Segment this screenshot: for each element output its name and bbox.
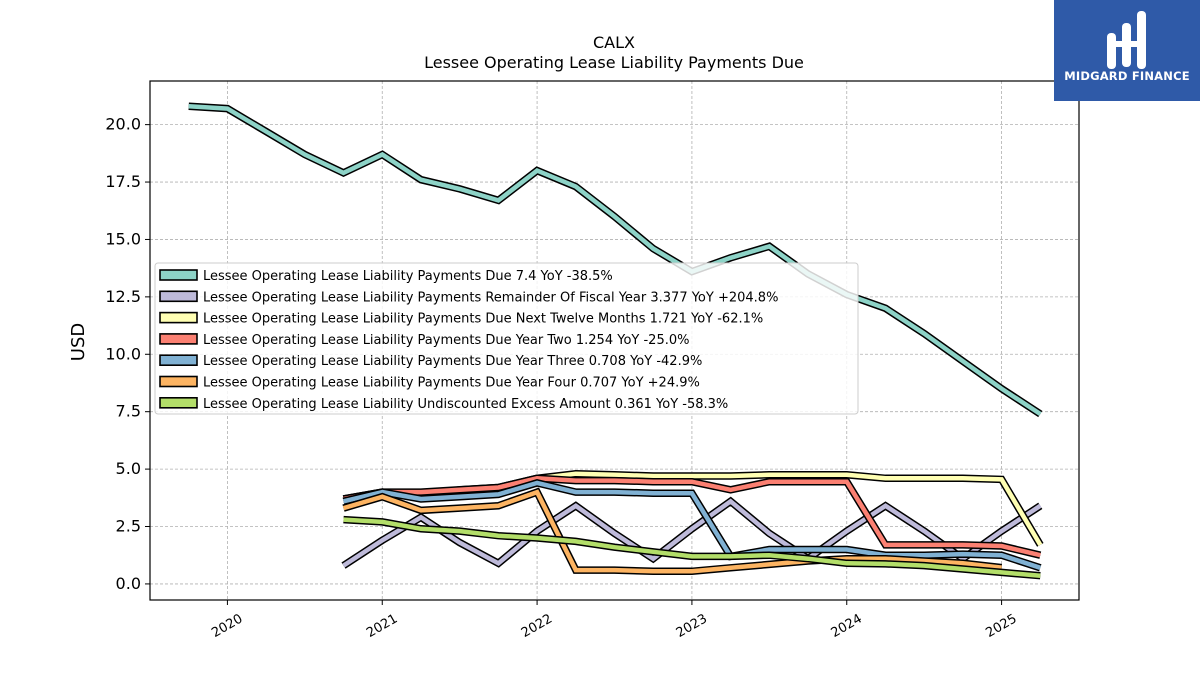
x-tick-label: 2022 [519, 611, 555, 641]
legend-box [154, 262, 859, 415]
legend-entry: Lessee Operating Lease Liability Payment… [203, 312, 763, 327]
series-0 [188, 102, 1043, 418]
y-axis: 0.0 2.5 5.0 7.5 10.0 12.5 15.0 17.5 20.0 [105, 115, 150, 593]
x-tick-label: 2020 [209, 611, 245, 641]
x-tick-label: 2024 [829, 611, 865, 641]
series-3 [342, 474, 1042, 559]
y-tick-label: 12.5 [105, 287, 141, 306]
legend-entry: Lessee Operating Lease Liability Payment… [203, 333, 689, 348]
series-4 [342, 479, 1042, 572]
chart-subtitle: Lessee Operating Lease Liability Payment… [424, 53, 804, 72]
y-tick-label: 20.0 [105, 115, 141, 134]
y-tick-label: 10.0 [105, 344, 141, 363]
y-tick-label: 5.0 [116, 459, 141, 478]
series-line [342, 498, 1042, 568]
series-6 [343, 515, 1041, 580]
legend-entry: Lessee Operating Lease Liability Payment… [203, 269, 613, 284]
plot-area-frame [149, 80, 1080, 601]
y-tick-label: 15.0 [105, 229, 141, 248]
series-5 [342, 487, 1003, 576]
legend-swatch [159, 375, 198, 388]
x-axis: 2020 2021 2022 2023 2024 2025 [209, 600, 1020, 641]
brand-logo: MIDGARD FINANCE [1054, 0, 1200, 101]
series-line [342, 480, 1041, 570]
y-tick-label: 7.5 [116, 402, 141, 421]
x-tick-label: 2023 [674, 611, 710, 641]
legend-swatch [159, 396, 198, 409]
chart-title: CALX [593, 33, 635, 52]
series-line [343, 517, 1041, 578]
legend-entry: Lessee Operating Lease Liability Payment… [203, 290, 778, 305]
legend: Lessee Operating Lease Liability Payment… [154, 262, 859, 415]
y-tick-label: 0.0 [116, 574, 141, 593]
legend-swatch [159, 269, 198, 281]
series-line [343, 476, 1041, 558]
series-lines [188, 102, 1044, 580]
brand-name: MIDGARD FINANCE [1064, 69, 1190, 83]
legend-entry: Lessee Operating Lease Liability Payment… [203, 354, 702, 369]
y-tick-label: 2.5 [116, 517, 141, 536]
legend-entry: Lessee Operating Lease Liability Undisco… [203, 397, 728, 412]
series-line [342, 489, 1002, 574]
legend-swatch [159, 290, 198, 303]
x-tick-label: 2021 [364, 611, 400, 641]
legend-swatch [159, 311, 198, 324]
legend-swatch [159, 333, 198, 345]
grid-lines [150, 81, 1079, 600]
legend-entry: Lessee Operating Lease Liability Payment… [203, 376, 700, 391]
midgard-logo-icon [1107, 11, 1146, 69]
y-axis-label: USD [68, 323, 89, 361]
series-1 [341, 496, 1043, 569]
x-tick-label: 2025 [983, 611, 1019, 641]
y-tick-label: 17.5 [105, 172, 141, 191]
series-line [188, 104, 1042, 416]
legend-swatch [159, 354, 198, 367]
